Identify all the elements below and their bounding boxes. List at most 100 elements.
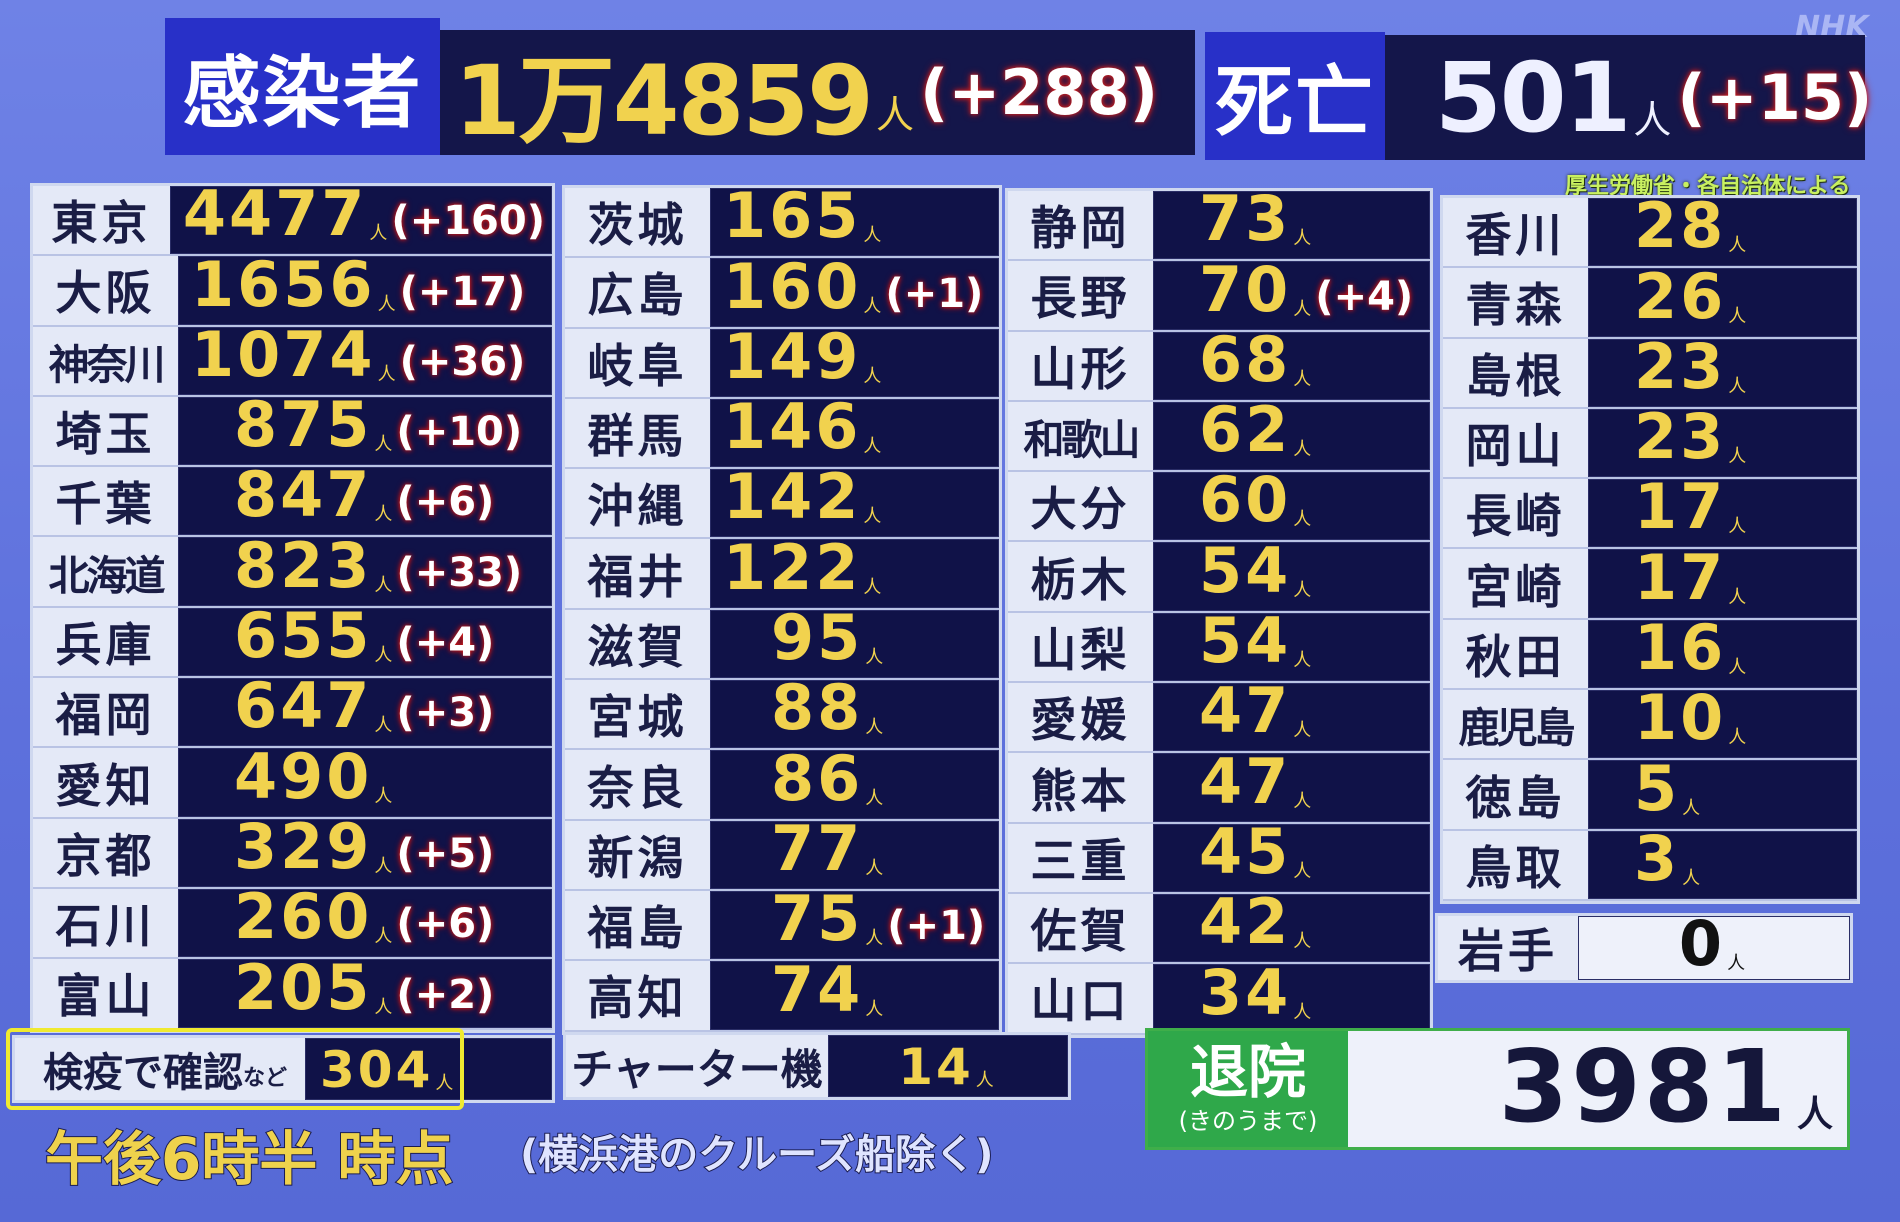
unit-label: 人 (865, 787, 884, 809)
prefecture-name: 鹿児島 (1443, 690, 1588, 759)
unit-label: 人 (1293, 860, 1312, 882)
prefecture-value-cell: 329 人 (+5) (178, 809, 552, 887)
prefecture-row: 栃木 54 人 (1008, 539, 1430, 613)
daily-increase: (+1) (885, 270, 984, 317)
prefecture-value-cell: 647 人 (+3) (178, 675, 552, 747)
prefecture-value-cell: 205 人 (+2) (178, 950, 552, 1028)
prefecture-name: 山梨 (1008, 612, 1153, 682)
prefecture-row: 神奈川 1074 人 (+36) (33, 323, 552, 397)
prefecture-value-cell: 149 人 (710, 319, 999, 397)
prefecture-count: 16 (1634, 611, 1727, 685)
prefecture-value-cell: 146 人 (710, 396, 999, 468)
prefecture-row: 愛知 490 人 (33, 745, 552, 819)
unit-label: 人 (1728, 305, 1747, 327)
prefecture-row: 東京 4477 人 (+160) (33, 183, 552, 257)
prefecture-value-cell: 160 人 (+1) (710, 255, 999, 327)
prefecture-name: 栃木 (1008, 542, 1153, 611)
charter-label: チャーター機 (566, 1035, 828, 1097)
infected-value: 1万4859 (454, 45, 874, 157)
unit-label: 人 (377, 363, 396, 385)
prefecture-name: 石川 (33, 888, 178, 958)
prefecture-row: 長崎 17 人 (1443, 470, 1857, 550)
prefecture-count: 10 (1634, 681, 1727, 755)
daily-increase: (+17) (399, 268, 526, 315)
charter-row: チャーター機 14 人 (563, 1032, 1071, 1100)
prefecture-value-cell: 1656 人 (+17) (178, 253, 552, 325)
prefecture-count: 47 (1199, 744, 1292, 818)
prefecture-row: 長野 70 人 (+4) (1008, 258, 1430, 332)
prefecture-name: 兵庫 (33, 607, 178, 677)
prefecture-count: 847 (234, 458, 373, 532)
prefecture-count: 54 (1199, 604, 1292, 678)
highlight-outline (6, 1028, 464, 1110)
prefecture-value-cell: 142 人 (710, 460, 999, 538)
prefecture-row: 新潟 77 人 (565, 811, 999, 891)
prefecture-name: 大分 (1008, 472, 1153, 541)
prefecture-value-cell: 47 人 (1153, 744, 1430, 822)
prefecture-value-cell: 74 人 (710, 958, 999, 1030)
unit-label: 人 (374, 574, 393, 596)
prefecture-count: 95 (771, 601, 864, 675)
unit-label: 人 (374, 504, 393, 526)
unit-label: 人 (865, 717, 884, 739)
prefecture-row: 宮崎 17 人 (1443, 546, 1857, 620)
unit-label: 人 (863, 436, 882, 458)
prefecture-value-cell: 1074 人 (+36) (178, 323, 552, 395)
prefecture-count: 42 (1199, 885, 1292, 959)
prefecture-value-cell: 490 人 (178, 745, 552, 817)
prefecture-name: 滋賀 (565, 609, 710, 679)
daily-increase: (+2) (396, 971, 495, 1018)
prefecture-row: 石川 260 人 (+6) (33, 886, 552, 960)
infected-label: 感染者 (165, 18, 440, 155)
unit-label: 人 (369, 223, 388, 245)
unit-label: 人 (1728, 235, 1747, 257)
prefecture-name: 岐阜 (565, 328, 710, 397)
unit-label: 人 (1728, 657, 1747, 679)
daily-increase: (+6) (396, 479, 495, 526)
prefecture-name: 奈良 (565, 750, 710, 819)
deaths-value: 501 (1435, 41, 1631, 154)
unit-label: 人 (1728, 375, 1747, 397)
prefecture-row: 岡山 23 人 (1443, 406, 1857, 480)
prefecture-count: 77 (771, 811, 864, 885)
prefecture-name: 茨城 (565, 188, 710, 257)
prefecture-name: 鳥取 (1443, 830, 1588, 899)
unit-label: 人 (1728, 446, 1747, 468)
prefecture-count: 329 (234, 809, 373, 883)
prefecture-row: 山形 68 人 (1008, 328, 1430, 402)
prefecture-name: 新潟 (565, 820, 710, 889)
prefecture-name: 島根 (1443, 338, 1588, 407)
prefecture-value-cell: 42 人 (1153, 885, 1430, 963)
prefecture-column: 香川 28 人 青森 26 人 島根 23 人 岡山 23 人 長崎 (1440, 195, 1860, 904)
quarantine-suffix: など (243, 1066, 288, 1091)
prefecture-name: 岩手 (1438, 916, 1578, 980)
prefecture-row: 熊本 47 人 (1008, 744, 1430, 824)
prefecture-count: 142 (723, 460, 862, 534)
prefecture-value-cell: 47 人 (1153, 680, 1430, 752)
prefecture-name: 福岡 (33, 678, 178, 747)
unit-label: 人 (863, 295, 882, 317)
prefecture-count: 122 (723, 530, 862, 604)
unit-label: 人 (1728, 586, 1747, 608)
daily-increase: (+10) (396, 409, 523, 456)
prefecture-count: 149 (723, 319, 862, 393)
prefecture-row: 茨城 165 人 (565, 185, 999, 259)
prefecture-count: 875 (234, 388, 373, 462)
prefecture-row: 北海道 823 人 (+33) (33, 534, 552, 608)
prefecture-count: 17 (1634, 470, 1727, 544)
prefecture-value-cell: 45 人 (1153, 820, 1430, 892)
unit-label: 人 (863, 225, 882, 247)
unit-label: 人 (1293, 368, 1312, 390)
prefecture-count: 0 (1678, 907, 1726, 980)
prefecture-value-cell: 28 人 (1588, 195, 1857, 267)
prefecture-row: 鳥取 3 人 (1443, 827, 1857, 901)
prefecture-value-cell: 122 人 (710, 530, 999, 608)
unit-label: 人 (1293, 720, 1312, 742)
quarantine-value: 304 (320, 1041, 434, 1099)
prefecture-name: 和歌山 (1008, 401, 1153, 471)
prefecture-count: 205 (234, 950, 373, 1024)
prefecture-value-cell: 17 人 (1588, 470, 1857, 548)
discharged-sublabel: (きのうまで) (1178, 1106, 1318, 1135)
unit-label: 人 (1293, 509, 1312, 531)
prefecture-value-cell: 165 人 (710, 185, 999, 257)
